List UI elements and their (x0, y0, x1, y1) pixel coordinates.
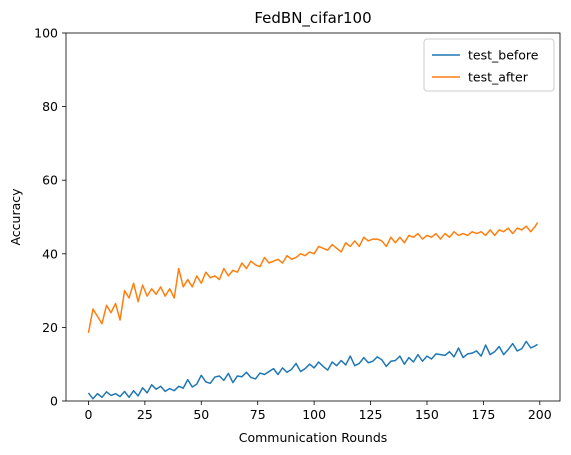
x-tick-label: 200 (528, 407, 552, 422)
x-tick-label: 75 (250, 407, 266, 422)
y-tick-label: 100 (34, 26, 58, 41)
y-tick-label: 80 (42, 99, 58, 114)
x-tick-label: 100 (302, 407, 326, 422)
y-tick-label: 20 (42, 320, 58, 335)
x-axis-label: Communication Rounds (239, 430, 388, 445)
y-axis-label: Accuracy (8, 188, 23, 246)
legend-box (423, 38, 555, 92)
legend: test_before test_after (423, 38, 555, 92)
legend-label-test-before: test_before (468, 48, 539, 63)
x-tick-label: 0 (84, 407, 92, 422)
y-tick-label: 0 (50, 394, 58, 409)
x-tick-label: 50 (193, 407, 209, 422)
x-tick-label: 175 (471, 407, 495, 422)
y-tick-label: 40 (42, 246, 58, 261)
plot-frame (65, 32, 561, 402)
chart-title: FedBN_cifar100 (254, 9, 371, 28)
x-tick-label: 125 (359, 407, 383, 422)
series-line-test-after (87, 222, 539, 334)
x-tick-label: 150 (415, 407, 439, 422)
axes-layer: 0 25 50 75 100 125 150 175 200 0 20 40 60 80 100 (34, 26, 561, 422)
legend-label-test-after: test_after (468, 70, 529, 85)
y-tick-label: 60 (42, 173, 58, 188)
series-line-test-before (87, 340, 538, 400)
x-tick-label: 25 (137, 407, 153, 422)
series-layer (87, 222, 539, 400)
